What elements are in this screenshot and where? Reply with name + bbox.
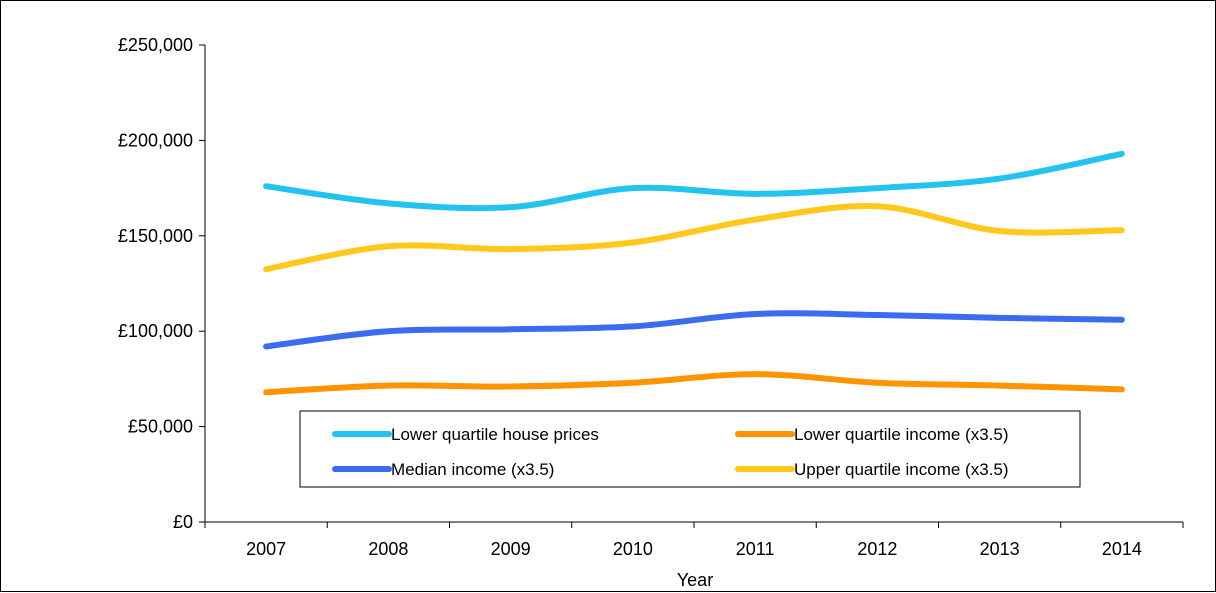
legend-label: Lower quartile house prices: [391, 425, 599, 444]
x-tick-label: 2009: [491, 539, 531, 559]
series-line-2: [263, 371, 1125, 396]
x-tick-label: 2007: [246, 539, 286, 559]
y-tick-label: £250,000: [118, 35, 193, 55]
legend-label: Upper quartile income (x3.5): [794, 460, 1008, 479]
y-tick-label: £50,000: [128, 417, 193, 437]
y-tick-label: £150,000: [118, 226, 193, 246]
x-axis: 2007 2008 2009 2010 2011 2012 2013 2014: [204, 521, 1184, 559]
y-axis: £0 £50,000 £100,000 £150,000 £200,000 £250,00…: [118, 35, 206, 532]
x-tick-label: 2010: [613, 539, 653, 559]
x-tick-label: 2011: [736, 539, 775, 559]
series-line-1: [263, 150, 1125, 212]
x-tick-label: 2014: [1102, 539, 1142, 559]
y-tick-label: £200,000: [118, 130, 193, 150]
legend-box: [299, 410, 1081, 488]
y-tick-label: £0: [173, 512, 193, 532]
series-line-4: [263, 202, 1125, 273]
y-tick-label: £100,000: [118, 321, 193, 341]
series-layer: [263, 150, 1125, 396]
legend-label: Median income (x3.5): [391, 460, 554, 479]
legend-label: Lower quartile income (x3.5): [794, 425, 1008, 444]
series-line-3: [263, 310, 1125, 350]
legend: Lower quartile house prices Lower quartil…: [299, 410, 1081, 488]
x-tick-label: 2012: [857, 539, 897, 559]
x-axis-title: Year: [677, 570, 713, 590]
x-tick-label: 2008: [368, 539, 408, 559]
x-tick-label: 2013: [980, 539, 1020, 559]
